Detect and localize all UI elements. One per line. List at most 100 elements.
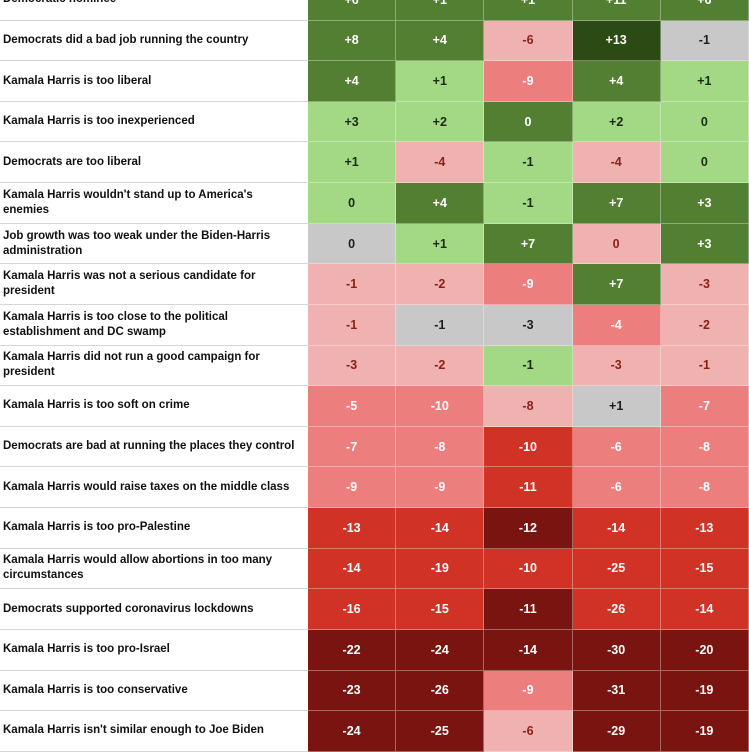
heatmap-cell: -5 xyxy=(308,386,397,427)
heatmap-cell: 0 xyxy=(484,101,573,143)
heatmap-cell: -8 xyxy=(660,426,749,468)
table-row: Kamala Harris is too liberal +4 +1 -9 +4 +1 xyxy=(0,61,749,102)
heatmap-cell: +1 xyxy=(660,61,749,102)
heatmap-cell: -25 xyxy=(396,711,485,752)
heatmap-cell: -7 xyxy=(308,426,397,468)
table-row: Democratic nominee+6+1+1+11+6 xyxy=(0,0,749,21)
heatmap-cell: +4 xyxy=(572,61,661,102)
row-label: Democrats did a bad job running the coun… xyxy=(0,20,308,62)
heatmap-cell: +8 xyxy=(308,20,397,62)
heatmap-cell: +1 xyxy=(396,223,485,265)
table-row: Kamala Harris is too pro-Israel -22 -24 -14… xyxy=(0,629,749,671)
heatmap-cell: -24 xyxy=(396,629,485,671)
heatmap-cell: -1 xyxy=(484,345,573,387)
heatmap-cell: -20 xyxy=(660,629,749,671)
heatmap-cell: -19 xyxy=(660,711,749,752)
row-label: Kamala Harris would raise taxes on the m… xyxy=(0,467,308,509)
heatmap-cell: -8 xyxy=(484,386,573,427)
heatmap-cell: -11 xyxy=(484,467,573,509)
heatmap-cell: -8 xyxy=(396,426,485,468)
heatmap-cell: -12 xyxy=(484,508,573,549)
row-label: Kamala Harris is too liberal xyxy=(0,61,308,102)
heatmap-cell: -1 xyxy=(484,183,573,224)
heatmap-cell: +6 xyxy=(308,0,397,21)
heatmap-cell: -15 xyxy=(660,548,749,590)
heatmap-cell: -26 xyxy=(572,589,661,630)
heatmap-cell: +7 xyxy=(572,183,661,224)
row-label: Kamala Harris is too conservative xyxy=(0,670,308,712)
row-label: Kamala Harris isn't similar enough to Jo… xyxy=(0,711,308,752)
table-row: Kamala Harris isn't similar enough to Jo… xyxy=(0,711,749,752)
heatmap-cell: -29 xyxy=(572,711,661,752)
heatmap-cell: -9 xyxy=(484,264,573,305)
heatmap-cell: -14 xyxy=(308,548,397,590)
heatmap-cell: +11 xyxy=(572,0,661,21)
heatmap-cell: -4 xyxy=(572,304,661,346)
heatmap-cell: +4 xyxy=(396,183,485,224)
heatmap-cell: -1 xyxy=(396,304,485,346)
heatmap-cell: +7 xyxy=(572,264,661,305)
row-label: Kamala Harris wouldn't stand up to Ameri… xyxy=(0,183,308,224)
heatmap-cell: -6 xyxy=(484,20,573,62)
heatmap-cell: -6 xyxy=(484,711,573,752)
heatmap-cell: +3 xyxy=(660,223,749,265)
heatmap-cell: -13 xyxy=(308,508,397,549)
heatmap-cell: -4 xyxy=(396,142,485,184)
table-row: Kamala Harris would allow abortions in t… xyxy=(0,548,749,590)
heatmap-cell: +1 xyxy=(396,0,485,21)
heatmap-cell: 0 xyxy=(572,223,661,265)
heatmap-cell: -1 xyxy=(660,345,749,387)
table-row: Kamala Harris is too pro-Palestine -13 -14… xyxy=(0,508,749,549)
heatmap-cell: +7 xyxy=(484,223,573,265)
heatmap-cell: -14 xyxy=(484,629,573,671)
heatmap-cell: +3 xyxy=(660,183,749,224)
table-row: Kamala Harris is too conservative -23 -26-… xyxy=(0,670,749,712)
heatmap-cell: -1 xyxy=(660,20,749,62)
heatmap-cell: -3 xyxy=(660,264,749,305)
table-row: Kamala Harris is too close to the politi… xyxy=(0,304,749,346)
row-label: Kamala Harris was not a serious candidat… xyxy=(0,264,308,305)
heatmap-cell: -6 xyxy=(572,467,661,509)
heatmap-cell: -7 xyxy=(660,386,749,427)
heatmap-cell: -14 xyxy=(572,508,661,549)
heatmap-cell: +4 xyxy=(308,61,397,102)
table-row: Democrats are bad at running the places … xyxy=(0,426,749,468)
row-label: Kamala Harris would allow abortions in t… xyxy=(0,548,308,590)
heatmap-cell: -2 xyxy=(396,264,485,305)
table-row: Democrats are too liberal +1 -4 -1 -4 0 xyxy=(0,142,749,184)
heatmap-cell: +6 xyxy=(660,0,749,21)
heatmap-cell: -10 xyxy=(484,426,573,468)
heatmap-cell: -30 xyxy=(572,629,661,671)
heatmap-cell: -8 xyxy=(660,467,749,509)
heatmap-cell: +13 xyxy=(572,20,661,62)
row-label: Kamala Harris is too inexperienced xyxy=(0,101,308,143)
heatmap-cell: +2 xyxy=(396,101,485,143)
heatmap-cell: -3 xyxy=(484,304,573,346)
heatmap-cell: -9 xyxy=(484,670,573,712)
heatmap-cell: -3 xyxy=(308,345,397,387)
row-label: Kamala Harris is too pro-Israel xyxy=(0,629,308,671)
heatmap-cell: -2 xyxy=(660,304,749,346)
heatmap-cell: 0 xyxy=(660,101,749,143)
heatmap-cell: 0 xyxy=(308,183,397,224)
heatmap-cell: -9 xyxy=(308,467,397,509)
heatmap-cell: -22 xyxy=(308,629,397,671)
table-row: Democrats supported coronavirus lockdown… xyxy=(0,589,749,630)
heatmap-cell: -23 xyxy=(308,670,397,712)
heatmap-cell: -19 xyxy=(396,548,485,590)
heatmap-cell: -26 xyxy=(396,670,485,712)
row-label: Kamala Harris is too close to the politi… xyxy=(0,304,308,346)
heatmap-cell: -2 xyxy=(396,345,485,387)
heatmap-cell: -11 xyxy=(484,589,573,630)
heatmap-cell: +2 xyxy=(572,101,661,143)
heatmap-cell: -9 xyxy=(484,61,573,102)
table-row: Kamala Harris is too soft on crime -5 -10-… xyxy=(0,386,749,427)
row-label: Job growth was too weak under the Biden-… xyxy=(0,223,308,265)
row-label: Kamala Harris is too pro-Palestine xyxy=(0,508,308,549)
heatmap-cell: +4 xyxy=(396,20,485,62)
heatmap-cell: -14 xyxy=(396,508,485,549)
row-label: Kamala Harris did not run a good campaig… xyxy=(0,345,308,387)
table-row: Job growth was too weak under the Biden-… xyxy=(0,223,749,265)
heatmap-cell: -25 xyxy=(572,548,661,590)
row-label: Kamala Harris is too soft on crime xyxy=(0,386,308,427)
